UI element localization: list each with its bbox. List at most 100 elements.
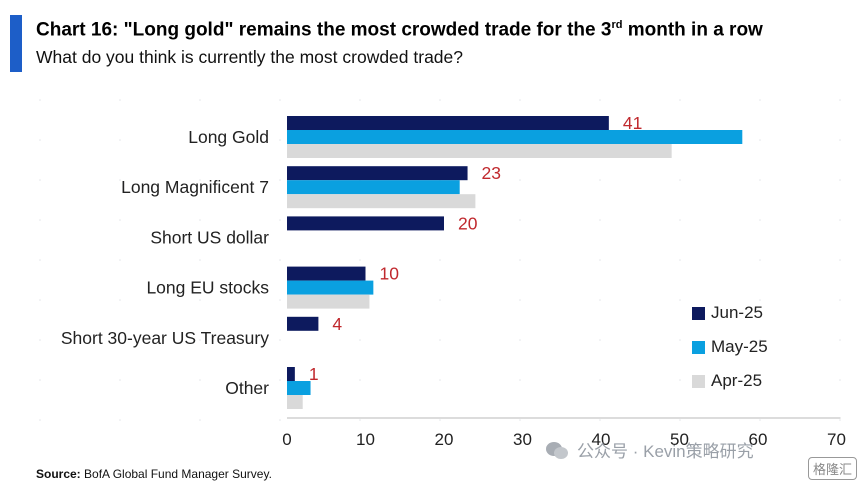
x-tick-label: 60 — [749, 430, 768, 449]
background-dot — [679, 299, 681, 301]
watermark-logo: 格隆汇 — [807, 457, 857, 480]
background-dot — [39, 299, 41, 301]
category-label: Long EU stocks — [146, 278, 269, 298]
background-dot — [679, 339, 681, 341]
bar-apr-25 — [287, 144, 672, 158]
background-dot — [839, 259, 841, 261]
background-dot — [199, 419, 201, 421]
background-dot — [519, 99, 521, 101]
legend-item-jun: Jun-25 — [692, 296, 768, 330]
background-dot — [519, 339, 521, 341]
watermark: 公众号 · Kevin策略研究 — [545, 437, 754, 462]
x-tick-label: 0 — [282, 430, 291, 449]
background-dot — [679, 419, 681, 421]
background-dot — [199, 179, 201, 181]
background-dot — [439, 339, 441, 341]
background-dot — [359, 419, 361, 421]
background-dot — [519, 179, 521, 181]
background-dot — [439, 99, 441, 101]
background-dot — [599, 99, 601, 101]
background-dot — [519, 419, 521, 421]
background-dot — [119, 219, 121, 221]
background-dot — [839, 339, 841, 341]
background-dot — [759, 99, 761, 101]
background-dot — [279, 419, 281, 421]
watermark-text: 公众号 · Kevin策略研究 — [577, 442, 754, 461]
background-dot — [359, 259, 361, 261]
bar-apr-25 — [287, 194, 476, 209]
background-dot — [679, 379, 681, 381]
legend-swatch-jun — [692, 306, 705, 320]
bar-jun-25 — [287, 367, 295, 381]
wechat-icon — [546, 441, 568, 459]
background-dot — [199, 339, 201, 341]
data-label: 20 — [458, 213, 478, 233]
bar-apr-25 — [287, 294, 370, 309]
data-label: 1 — [309, 364, 319, 384]
background-dot — [759, 179, 761, 181]
background-dot — [119, 179, 121, 181]
background-dot — [39, 179, 41, 181]
background-dot — [759, 139, 761, 141]
background-dot — [119, 339, 121, 341]
background-dot — [839, 379, 841, 381]
background-dot — [519, 299, 521, 301]
background-dot — [359, 379, 361, 381]
bar-jun-25 — [287, 316, 319, 331]
bar-apr-25 — [287, 395, 303, 409]
source-note: Source: BofA Global Fund Manager Survey. — [36, 467, 272, 481]
x-tick-label: 30 — [513, 430, 532, 449]
x-tick-label: 50 — [670, 430, 689, 449]
background-dot — [599, 419, 601, 421]
background-dot — [679, 259, 681, 261]
background-dot — [199, 259, 201, 261]
background-dot — [679, 219, 681, 221]
background-dot — [839, 299, 841, 301]
background-dot — [359, 99, 361, 101]
data-label: 10 — [380, 264, 400, 284]
background-dot — [759, 219, 761, 221]
background-dot — [199, 219, 201, 221]
background-dot — [839, 179, 841, 181]
background-dot — [199, 379, 201, 381]
data-label: 23 — [482, 163, 501, 183]
background-dot — [359, 339, 361, 341]
background-dot — [119, 379, 121, 381]
legend-swatch-apr — [692, 374, 705, 388]
background-dot — [519, 259, 521, 261]
background-dot — [279, 179, 281, 181]
background-dot — [679, 179, 681, 181]
category-label: Short 30-year US Treasury — [61, 328, 269, 348]
background-dot — [119, 99, 121, 101]
x-tick-label: 10 — [356, 430, 375, 449]
legend-swatch-may — [692, 340, 705, 354]
background-dot — [439, 419, 441, 421]
background-dot — [199, 99, 201, 101]
bar-may-25 — [287, 130, 743, 144]
chart-subtitle: What do you think is currently the most … — [36, 47, 464, 67]
legend-label-apr: Apr-25 — [711, 371, 763, 390]
background-dot — [39, 379, 41, 381]
chart-legend: Jun-25 May-25 Apr-25 — [692, 296, 768, 398]
background-dot — [599, 299, 601, 301]
background-dot — [279, 339, 281, 341]
background-dot — [119, 299, 121, 301]
bar-jun-25 — [287, 216, 444, 231]
background-dot — [759, 339, 761, 341]
x-tick-label: 20 — [435, 430, 454, 449]
background-dot — [439, 259, 441, 261]
background-dot — [439, 299, 441, 301]
x-tick-label: 70 — [827, 430, 846, 449]
chart-title: Chart 16: "Long gold" remains the most c… — [36, 19, 763, 41]
bar-may-25 — [287, 280, 374, 295]
data-label: 4 — [332, 314, 342, 334]
background-dot — [599, 259, 601, 261]
background-dot — [199, 139, 201, 141]
background-dot — [119, 419, 121, 421]
background-dot — [279, 99, 281, 101]
background-dot — [599, 219, 601, 221]
background-dot — [759, 259, 761, 261]
category-label: Long Magnificent 7 — [121, 177, 269, 197]
background-dot — [279, 139, 281, 141]
